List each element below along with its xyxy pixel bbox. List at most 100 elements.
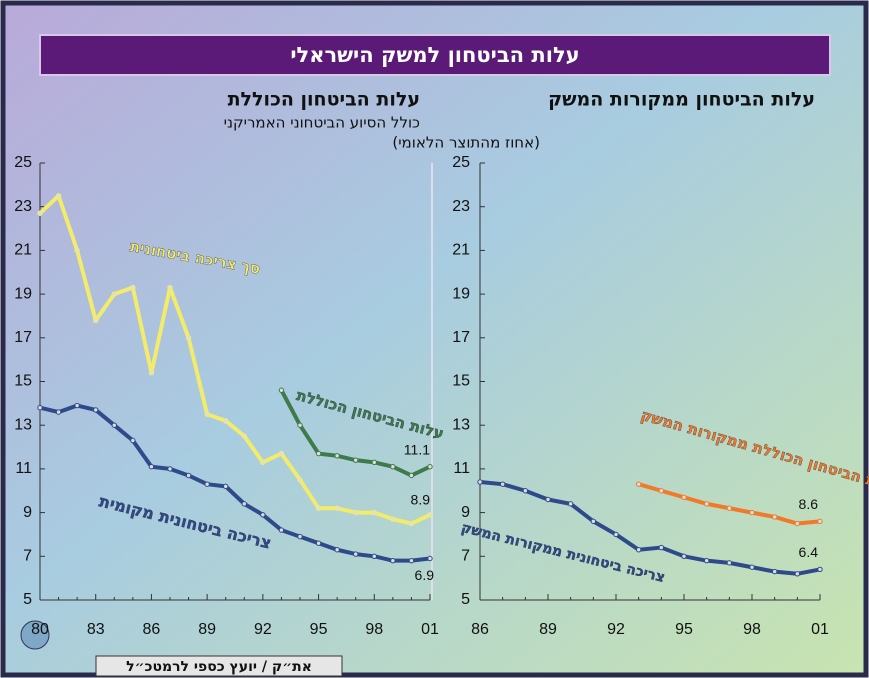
series-line [38,193,431,526]
point [185,335,192,341]
data-label: 11.1 [404,441,430,457]
data-label: 8.6 [799,496,819,512]
point [726,560,733,566]
y-tick-label: 15 [452,373,470,390]
point [390,516,396,522]
x-tick-label: 80 [31,621,49,638]
logo [20,620,50,650]
point [130,284,136,291]
y-tick-label: 13 [452,416,470,433]
y-tick-label: 21 [14,242,32,259]
y-tick-label: 7 [23,548,32,565]
point [794,520,801,527]
y-tick-label: 17 [14,329,32,346]
point [567,501,574,507]
point [794,571,801,577]
point [353,551,359,557]
point [334,547,340,553]
y-tick-label: 9 [461,504,470,521]
x-tick-label: 89 [539,621,557,638]
point [334,453,340,459]
point [167,284,173,291]
point [315,450,322,457]
x-tick-label: 86 [143,621,161,638]
y-tick-label: 15 [14,373,32,390]
point [278,527,285,533]
y-tick-label: 11 [15,460,32,477]
point [111,422,117,428]
y-tick-label: 7 [461,548,470,565]
x-tick-label: 92 [254,621,272,638]
point [204,481,210,487]
x-tick-label: 98 [743,621,761,638]
point [278,387,285,393]
point [241,433,247,439]
point [353,509,359,516]
point [74,247,80,254]
point [771,514,778,520]
point [223,418,229,424]
point [260,459,266,466]
y-tick-label: 19 [14,285,32,302]
data-label: 8.9 [411,491,431,507]
point [817,566,823,573]
x-tick-label: 01 [811,621,829,638]
y-tick-label: 19 [452,285,470,302]
point [427,464,433,470]
y-tick-label: 21 [452,242,470,259]
point [260,512,266,518]
point [55,193,62,199]
point [545,496,551,503]
point [703,501,710,507]
panel-title: עלות הביטחון הכוללת [228,89,420,111]
point [204,411,210,417]
y-tick-label: 23 [452,198,470,215]
point [55,409,62,415]
x-tick-label: 98 [365,621,383,638]
panel-subtitle: כולל הסיוע הביטחוני האמריקני [224,114,420,132]
y-tick-label: 25 [452,154,470,171]
point [590,518,597,525]
point [477,479,483,485]
point [297,533,303,540]
x-tick-label: 89 [198,621,216,638]
point [522,488,529,494]
title-bar [39,34,831,76]
point [223,483,229,490]
y-tick-label: 9 [23,504,32,521]
point [817,518,823,525]
footer-box [95,655,343,677]
point [37,405,43,411]
point [353,457,359,463]
x-tick-label: 01 [421,621,439,638]
page-title: עלות הביטחון למשק הישראלי [290,43,579,67]
point [111,291,117,297]
point [427,555,433,562]
point [408,557,415,564]
point [703,557,710,564]
data-label: 6.4 [799,544,819,560]
y-tick-label: 11 [453,460,470,477]
point [658,488,665,494]
point [749,564,755,570]
x-tick-label: 83 [87,621,105,638]
unit-label: (אחוז מהתוצר הלאומי) [392,134,540,152]
footer: את״ק / יועץ כספי לרמטכ״ל [126,659,312,675]
y-tick-label: 5 [461,591,470,608]
point [658,544,665,551]
point [390,464,396,470]
point [148,370,155,376]
point [297,477,303,483]
series-line [39,403,431,563]
point [93,407,99,413]
y-tick-label: 13 [14,416,32,433]
series-line [479,480,821,576]
x-tick-label: 92 [607,621,625,638]
point [681,494,687,501]
point [771,568,778,575]
point [635,547,642,553]
y-tick-label: 25 [14,154,32,171]
point [749,509,755,516]
x-tick-label: 95 [675,621,693,638]
point [185,472,192,479]
